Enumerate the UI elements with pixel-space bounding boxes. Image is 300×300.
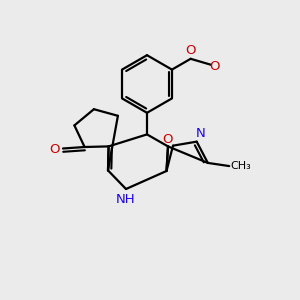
Text: N: N <box>196 127 206 140</box>
Text: O: O <box>50 142 60 156</box>
Text: O: O <box>209 60 219 73</box>
Text: O: O <box>162 133 172 146</box>
Text: NH: NH <box>116 193 136 206</box>
Text: CH₃: CH₃ <box>231 161 251 171</box>
Text: O: O <box>185 44 196 57</box>
